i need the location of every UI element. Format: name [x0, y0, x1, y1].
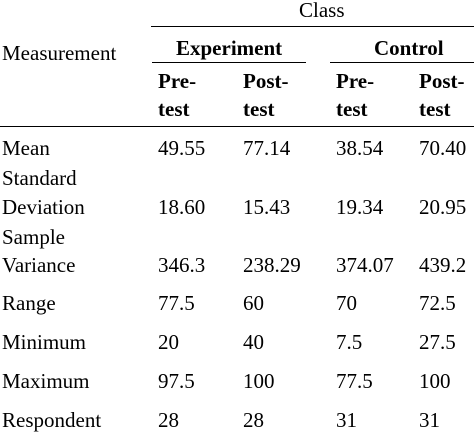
cell-sd-exp-pre: 18.60 — [158, 195, 206, 219]
subheader-experiment-posttest-line2: test — [243, 97, 275, 121]
cell-respondent-ctl-post: 31 — [419, 408, 440, 432]
row-label-sd-line1: Standard — [2, 166, 77, 190]
cell-minimum-ctl-post: 27.5 — [419, 330, 456, 354]
row-label-sd-line2: Deviation — [2, 195, 85, 219]
subheader-control-posttest-line2: test — [419, 97, 451, 121]
cell-variance-exp-post: 238.29 — [243, 253, 301, 277]
cell-respondent-exp-pre: 28 — [158, 408, 179, 432]
cell-mean-exp-pre: 49.55 — [158, 136, 206, 160]
cell-mean-ctl-post: 70.40 — [419, 136, 467, 160]
row-label-variance-line2: Variance — [2, 253, 76, 277]
row-label-mean: Mean — [2, 136, 50, 160]
class-header: Class — [299, 0, 345, 22]
group-header-experiment: Experiment — [176, 36, 283, 60]
row-label-minimum: Minimum — [2, 330, 87, 354]
cell-minimum-exp-post: 40 — [243, 330, 264, 354]
cell-minimum-exp-pre: 20 — [158, 330, 179, 354]
subheader-control-pretest-line2: test — [336, 97, 368, 121]
cell-range-exp-post: 60 — [243, 291, 264, 315]
cell-sd-exp-post: 15.43 — [243, 195, 291, 219]
class-header-rule — [151, 26, 474, 27]
subheader-control-posttest-line1: Post- — [419, 69, 465, 93]
cell-maximum-exp-post: 100 — [243, 369, 275, 393]
cell-range-ctl-post: 72.5 — [419, 291, 456, 315]
row-label-respondent: Respondent — [2, 408, 102, 432]
cell-maximum-exp-pre: 97.5 — [158, 369, 195, 393]
cell-variance-ctl-post: 439.2 — [419, 253, 467, 277]
cell-range-exp-pre: 77.5 — [158, 291, 195, 315]
cell-respondent-exp-post: 28 — [243, 408, 264, 432]
cell-respondent-ctl-pre: 31 — [336, 408, 357, 432]
cell-mean-ctl-pre: 38.54 — [336, 136, 384, 160]
subheader-experiment-posttest-line1: Post- — [243, 69, 289, 93]
cell-sd-ctl-pre: 19.34 — [336, 195, 384, 219]
cell-maximum-ctl-post: 100 — [419, 369, 451, 393]
row-label-range: Range — [2, 291, 56, 315]
header-bottom-rule — [0, 126, 474, 127]
cell-variance-exp-pre: 346.3 — [158, 253, 206, 277]
measurement-header: Measurement — [2, 41, 117, 65]
cell-variance-ctl-pre: 374.07 — [336, 253, 394, 277]
row-label-variance-line1: Sample — [2, 225, 65, 249]
control-group-rule — [330, 62, 474, 63]
experiment-group-rule — [152, 62, 306, 63]
cell-mean-exp-post: 77.14 — [243, 136, 291, 160]
cell-maximum-ctl-pre: 77.5 — [336, 369, 373, 393]
group-header-control: Control — [374, 36, 444, 60]
cell-minimum-ctl-pre: 7.5 — [336, 330, 363, 354]
cell-sd-ctl-post: 20.95 — [419, 195, 467, 219]
row-label-maximum: Maximum — [2, 369, 90, 393]
subheader-experiment-pretest-line2: test — [158, 97, 190, 121]
cell-range-ctl-pre: 70 — [336, 291, 357, 315]
subheader-control-pretest-line1: Pre- — [336, 69, 375, 93]
subheader-experiment-pretest-line1: Pre- — [158, 69, 197, 93]
